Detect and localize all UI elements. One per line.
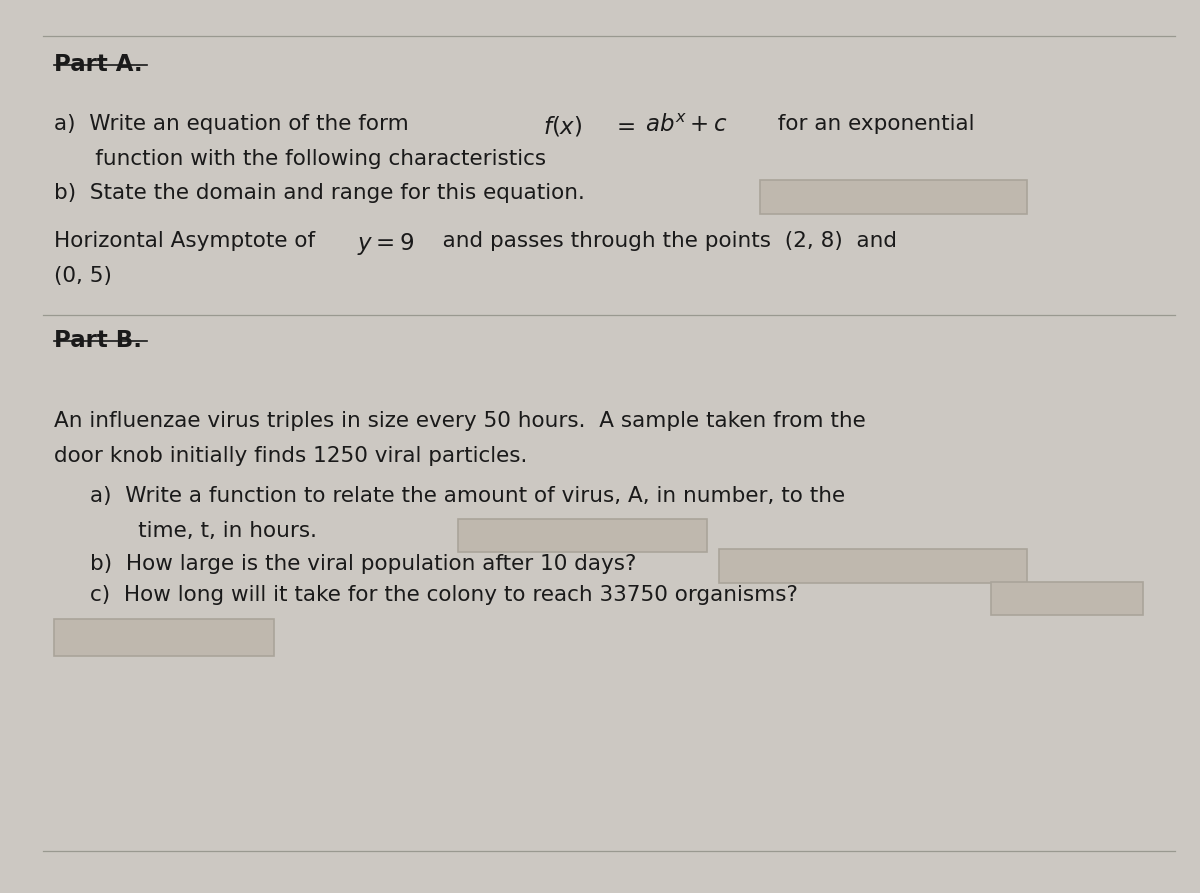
Text: Part B.: Part B.: [54, 329, 143, 352]
Text: time, t, in hours.: time, t, in hours.: [90, 522, 317, 541]
Text: An influenzae virus triples in size every 50 hours.  A sample taken from the: An influenzae virus triples in size ever…: [54, 412, 866, 431]
FancyBboxPatch shape: [991, 582, 1144, 615]
Text: $=$: $=$: [612, 114, 635, 138]
Text: $ab^x + c$: $ab^x + c$: [646, 114, 728, 138]
FancyBboxPatch shape: [719, 549, 1027, 583]
Text: for an exponential: for an exponential: [763, 114, 974, 134]
Text: function with the following characteristics: function with the following characterist…: [54, 149, 546, 170]
Text: $y = 9$: $y = 9$: [356, 231, 414, 257]
Text: door knob initially finds 1250 viral particles.: door knob initially finds 1250 viral par…: [54, 446, 528, 466]
FancyBboxPatch shape: [54, 619, 274, 655]
FancyBboxPatch shape: [760, 180, 1027, 213]
Text: a)  Write an equation of the form: a) Write an equation of the form: [54, 114, 416, 134]
Text: $f(x)$: $f(x)$: [544, 114, 582, 138]
Text: and passes through the points  (2, 8)  and: and passes through the points (2, 8) and: [422, 231, 898, 251]
FancyBboxPatch shape: [457, 519, 707, 552]
Text: a)  Write a function to relate the amount of virus, A, in number, to the: a) Write a function to relate the amount…: [90, 486, 845, 506]
Text: Horizontal Asymptote of: Horizontal Asymptote of: [54, 231, 323, 251]
Text: Part A.: Part A.: [54, 53, 143, 76]
Text: b)  State the domain and range for this equation.: b) State the domain and range for this e…: [54, 183, 586, 203]
Text: (0, 5): (0, 5): [54, 266, 113, 287]
Text: b)  How large is the viral population after 10 days?: b) How large is the viral population aft…: [90, 554, 636, 573]
Text: c)  How long will it take for the colony to reach 33750 organisms?: c) How long will it take for the colony …: [90, 586, 798, 605]
